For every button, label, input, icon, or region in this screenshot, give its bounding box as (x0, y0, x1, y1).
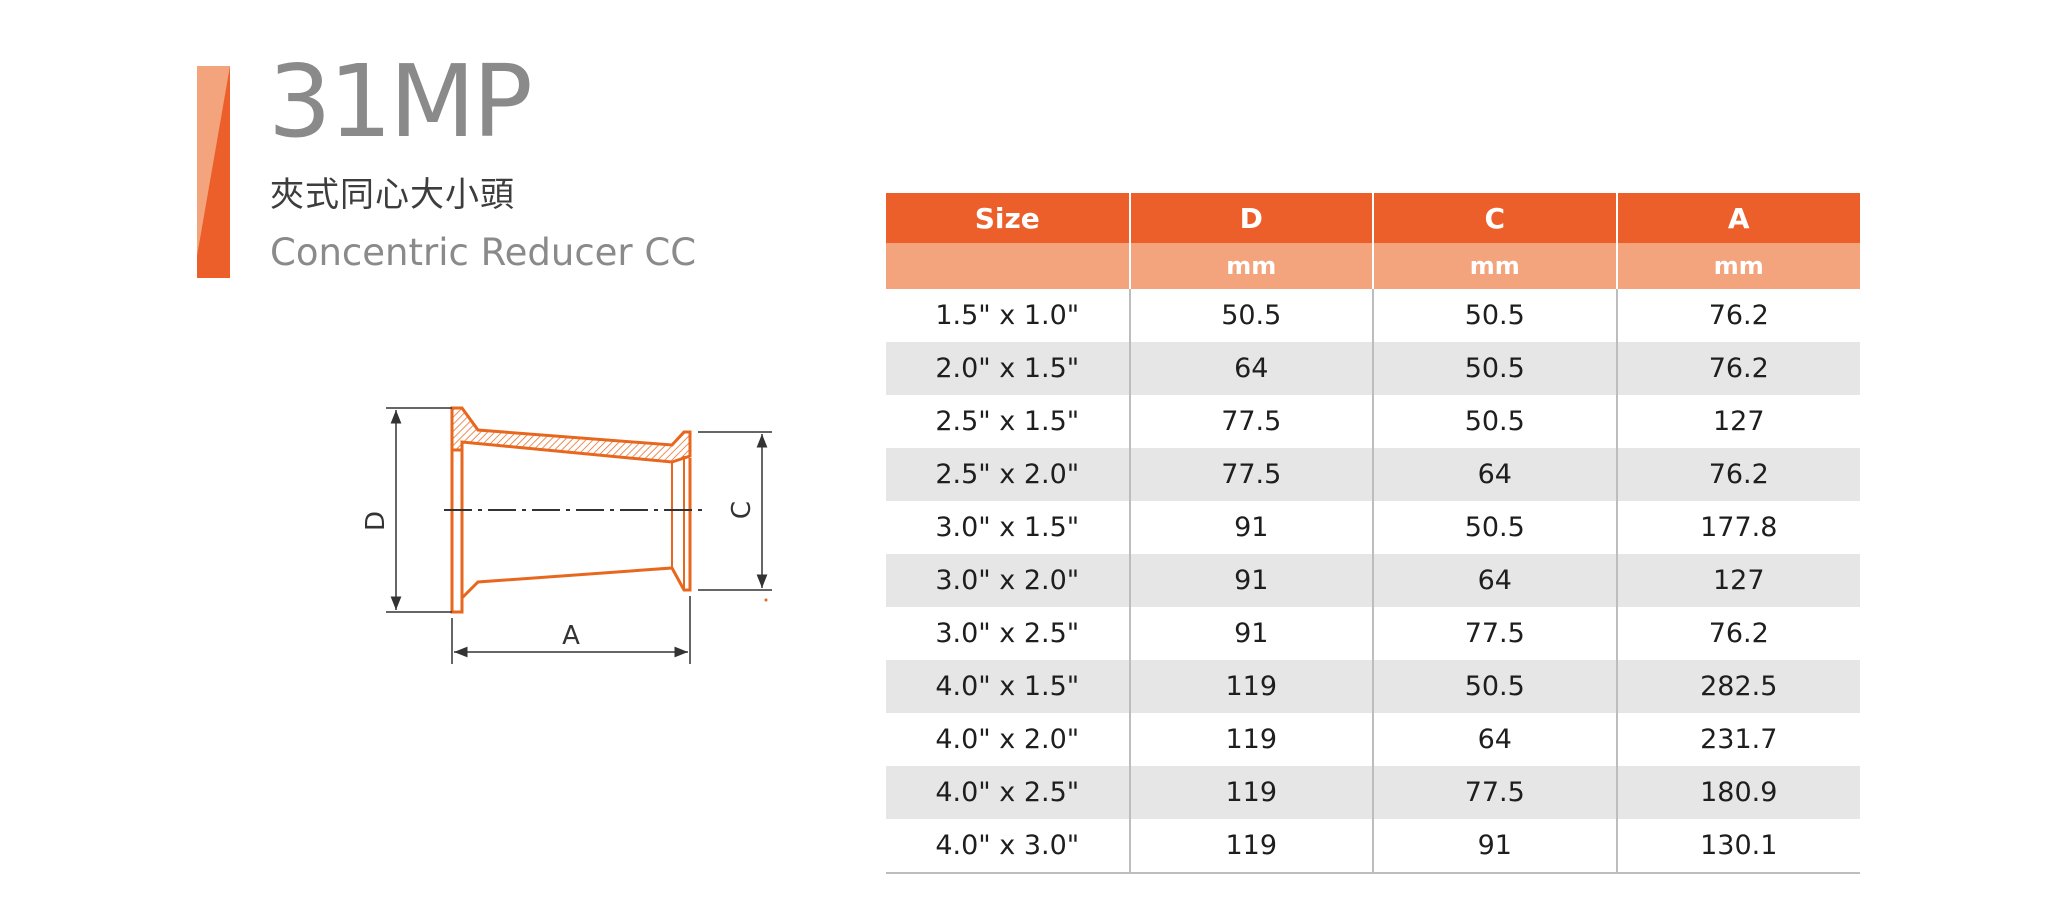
cell-a: 130.1 (1615, 819, 1860, 874)
table-row: 2.5" x 1.5" 77.5 50.5 127 (886, 395, 1860, 448)
cell-d: 77.5 (1128, 395, 1373, 448)
unit-c: mm (1372, 243, 1617, 289)
reducer-drawing: D C A (361, 406, 772, 664)
table-header-row: Size D C A (886, 193, 1860, 243)
unit-size (886, 243, 1130, 289)
table-row: 3.0" x 1.5" 91 50.5 177.8 (886, 501, 1860, 554)
cell-size: 3.0" x 2.5" (935, 618, 1080, 649)
header-d: D (1128, 193, 1373, 243)
dimension-a: A (451, 596, 691, 664)
cell-c: 64 (1372, 554, 1617, 607)
table-units-row: mm mm mm (886, 243, 1860, 289)
table-row: 4.0" x 1.5" 119 50.5 282.5 (886, 660, 1860, 713)
header-a: A (1615, 193, 1860, 243)
cell-d: 91 (1128, 501, 1373, 554)
cell-a: 76.2 (1615, 289, 1860, 342)
reducer-body (450, 406, 692, 614)
table-row: 4.0" x 2.0" 119 64 231.7 (886, 713, 1860, 766)
cell-a: 231.7 (1615, 713, 1860, 766)
cell-size: 1.5" x 1.0" (935, 300, 1080, 331)
product-name-en: Concentric Reducer CC (270, 231, 697, 274)
cell-c: 64 (1372, 713, 1617, 766)
cell-size: 2.5" x 1.5" (935, 406, 1080, 437)
product-name-zh: 夾式同心大小頭 (270, 175, 515, 215)
cell-d: 50.5 (1128, 289, 1373, 342)
cell-d: 64 (1128, 342, 1373, 395)
cell-c: 50.5 (1372, 660, 1617, 713)
cell-size: 3.0" x 2.0" (886, 554, 1130, 607)
table-row: 2.0" x 1.5" 64 50.5 76.2 (886, 342, 1860, 395)
cell-c: 50.5 (1372, 289, 1617, 342)
table-row: 3.0" x 2.5" 91 77.5 76.2 (886, 607, 1860, 660)
table-row: 4.0" x 2.5" 119 77.5 180.9 (886, 766, 1860, 819)
dimension-label-a: A (562, 621, 580, 651)
header-size: Size (886, 193, 1130, 243)
model-code: 31MP (268, 43, 533, 160)
cell-c: 50.5 (1372, 501, 1617, 554)
accent-bar (197, 66, 230, 278)
cell-size: 2.5" x 2.0" (886, 448, 1130, 501)
cell-a: 76.2 (1615, 607, 1860, 660)
table-row: 1.5" x 1.0" 50.5 50.5 76.2 (886, 289, 1860, 342)
cell-d: 119 (1128, 819, 1373, 874)
cell-c: 77.5 (1372, 607, 1617, 660)
cell-d: 119 (1128, 660, 1373, 713)
unit-d: mm (1128, 243, 1373, 289)
cell-a: 282.5 (1615, 660, 1860, 713)
cell-size: 4.0" x 3.0" (886, 819, 1130, 874)
cell-size: 4.0" x 2.5" (886, 766, 1130, 819)
cell-a: 127 (1615, 395, 1860, 448)
cell-d: 119 (1128, 713, 1373, 766)
cell-a: 180.9 (1615, 766, 1860, 819)
cell-d: 91 (1128, 554, 1373, 607)
table-body: 1.5" x 1.0" 50.5 50.5 76.2 2.0" x 1.5" 64 50.5… (886, 289, 1860, 874)
dimension-table: Size D C A mm mm mm 1.5" x 1.0" 50.5 50.5 7… (886, 193, 1860, 874)
table-row: 4.0" x 3.0" 119 91 130.1 (886, 819, 1860, 874)
dimension-label-d: D (361, 511, 391, 531)
dimension-c: C (698, 431, 772, 591)
cell-size: 4.0" x 1.5" (886, 660, 1130, 713)
cell-a: 127 (1615, 554, 1860, 607)
cell-size: 3.0" x 1.5" (935, 512, 1080, 543)
unit-a: mm (1615, 243, 1860, 289)
cell-a: 76.2 (1615, 448, 1860, 501)
cell-d: 119 (1128, 766, 1373, 819)
dimension-d: D (361, 407, 452, 613)
cell-size: 2.0" x 1.5" (886, 342, 1130, 395)
cell-d: 77.5 (1128, 448, 1373, 501)
cell-d: 91 (1128, 607, 1373, 660)
cell-a: 76.2 (1615, 342, 1860, 395)
table-row: 3.0" x 2.0" 91 64 127 (886, 554, 1860, 607)
cell-c: 50.5 (1372, 342, 1617, 395)
cell-c: 91 (1372, 819, 1617, 874)
cell-c: 50.5 (1372, 395, 1617, 448)
header-c: C (1372, 193, 1617, 243)
cell-c: 64 (1372, 448, 1617, 501)
cell-c: 77.5 (1372, 766, 1617, 819)
dimension-label-c: C (727, 501, 757, 519)
table-row: 2.5" x 2.0" 77.5 64 76.2 (886, 448, 1860, 501)
cell-a: 177.8 (1615, 501, 1860, 554)
cell-size: 4.0" x 2.0" (935, 724, 1080, 755)
